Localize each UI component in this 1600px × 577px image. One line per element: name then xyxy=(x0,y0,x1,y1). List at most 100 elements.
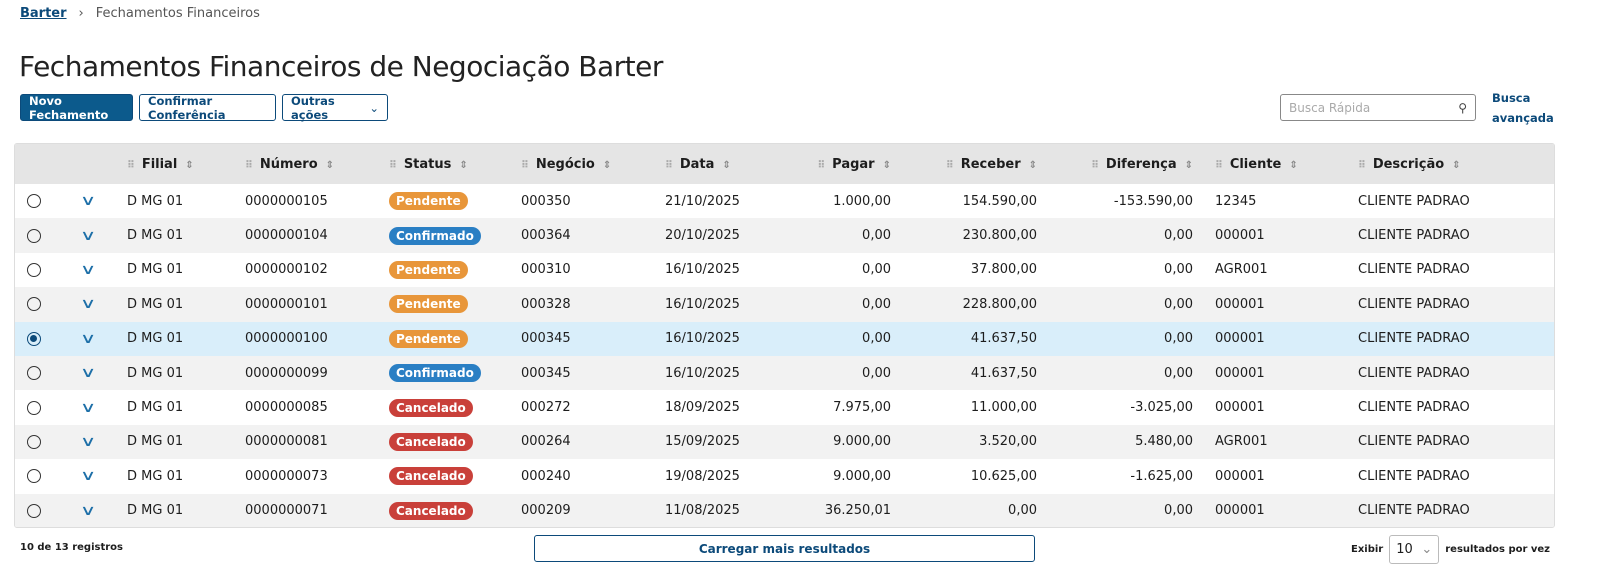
sort-icon[interactable]: ⇕ xyxy=(1452,159,1461,171)
advanced-search-link[interactable]: Busca avançada xyxy=(1492,91,1554,125)
column-header[interactable]: ⠿ Filial ⇕ xyxy=(115,144,233,184)
column-header[interactable]: ⠿ Descrição ⇕ xyxy=(1346,144,1554,184)
cell-diferença: 5.480,00 xyxy=(1047,424,1203,460)
table-row[interactable]: ∨ D MG 01 0000000071 Cancelado 000209 11/08/2… xyxy=(15,493,1554,527)
cell-número: 0000000102 xyxy=(245,262,328,278)
row-radio[interactable] xyxy=(27,366,41,381)
column-header[interactable]: ⠿ Receber ⇕ xyxy=(901,144,1047,184)
table-row[interactable]: ∨ D MG 01 0000000081 Cancelado 000264 15/09/2… xyxy=(15,424,1554,460)
chevron-down-icon[interactable]: ∨ xyxy=(79,227,97,244)
cell-diferença: 0,00 xyxy=(1047,321,1203,356)
page-size-select[interactable]: 10 ⌄ xyxy=(1389,535,1440,564)
drag-handle-icon[interactable]: ⠿ xyxy=(1091,159,1099,171)
chevron-down-icon[interactable]: ∨ xyxy=(79,261,97,278)
chevron-down-icon: ⌄ xyxy=(1421,542,1433,557)
drag-handle-icon[interactable]: ⠿ xyxy=(127,159,135,171)
column-header[interactable]: ⠿ Número ⇕ xyxy=(233,144,377,184)
row-radio[interactable] xyxy=(27,400,41,415)
cell-descrição: CLIENTE PADRAO xyxy=(1346,493,1554,527)
page-size-control: Exibir 10 ⌄ resultados por vez xyxy=(1351,535,1550,564)
row-radio[interactable] xyxy=(27,262,41,277)
drag-handle-icon[interactable]: ⠿ xyxy=(245,159,253,171)
search-placeholder: Busca Rápida xyxy=(1289,100,1371,115)
column-header[interactable]: ⠿ Diferença ⇕ xyxy=(1047,144,1203,184)
expand-cell: ∨ xyxy=(61,253,115,287)
sort-icon[interactable]: ⇕ xyxy=(1289,159,1298,171)
cell-número: 0000000073 xyxy=(245,468,328,484)
column-label: Cliente xyxy=(1229,156,1282,172)
row-radio[interactable] xyxy=(27,503,41,518)
column-header[interactable]: ⠿ Data ⇕ xyxy=(653,144,771,184)
table-row[interactable]: ∨ D MG 01 0000000085 Cancelado 000272 18/09/2… xyxy=(15,390,1554,424)
sort-icon[interactable]: ⇕ xyxy=(722,159,731,171)
quick-search-input[interactable]: Busca Rápida ⚲ xyxy=(1280,94,1476,121)
drag-handle-icon[interactable]: ⠿ xyxy=(521,159,529,171)
chevron-down-icon[interactable]: ∨ xyxy=(79,502,97,519)
cell-receber: 41.637,50 xyxy=(901,321,1047,356)
column-label: Status xyxy=(403,156,452,172)
chevron-down-icon[interactable]: ∨ xyxy=(79,296,97,313)
cell-cliente: AGR001 xyxy=(1215,262,1268,278)
breadcrumb-barter-link[interactable]: Barter xyxy=(20,6,67,21)
sort-icon[interactable]: ⇕ xyxy=(459,159,468,171)
record-count: 10 de 13 registros xyxy=(20,542,124,553)
table-row[interactable]: ∨ D MG 01 0000000099 Confirmado 000345 16/10/… xyxy=(15,355,1554,391)
chevron-down-icon[interactable]: ∨ xyxy=(79,365,97,382)
cell-cliente: 12345 xyxy=(1215,193,1257,209)
row-radio[interactable] xyxy=(27,297,41,312)
status-badge: Pendente xyxy=(389,192,468,211)
table-row[interactable]: ∨ D MG 01 0000000104 Confirmado 000364 20/10/… xyxy=(15,218,1554,253)
table-row[interactable]: ∨ D MG 01 0000000101 Pendente 000328 16/10/20… xyxy=(15,287,1554,322)
row-select-cell xyxy=(15,493,61,527)
new-closing-button[interactable]: Novo Fechamento xyxy=(20,94,133,122)
row-radio[interactable] xyxy=(27,228,41,243)
table-row[interactable]: ∨ D MG 01 0000000105 Pendente 000350 21/10/20… xyxy=(15,184,1554,218)
expand-cell: ∨ xyxy=(61,424,115,460)
row-select-cell xyxy=(15,355,61,391)
table-row[interactable]: ∨ D MG 01 0000000073 Cancelado 000240 19/08/2… xyxy=(15,459,1554,493)
other-actions-label: Outras ações xyxy=(291,93,335,122)
cell-descrição: CLIENTE PADRAO xyxy=(1358,400,1470,416)
column-header[interactable]: ⠿ Status ⇕ xyxy=(377,144,509,184)
table-row[interactable]: ∨ D MG 01 0000000102 Pendente 000310 16/10/20… xyxy=(15,253,1554,287)
row-radio[interactable] xyxy=(27,331,41,346)
chevron-down-icon[interactable]: ∨ xyxy=(79,468,97,485)
cell-data: 16/10/2025 xyxy=(653,287,771,322)
sort-icon[interactable]: ⇕ xyxy=(882,159,891,171)
drag-handle-icon[interactable]: ⠿ xyxy=(1215,159,1223,171)
load-more-button[interactable]: Carregar mais resultados xyxy=(534,535,1035,562)
sort-icon[interactable]: ⇕ xyxy=(185,159,194,171)
sort-icon[interactable]: ⇕ xyxy=(602,159,612,171)
confirm-check-button[interactable]: Confirmar Conferência xyxy=(139,94,276,122)
chevron-down-icon[interactable]: ∨ xyxy=(79,433,97,450)
cell-data: 21/10/2025 xyxy=(665,193,740,209)
sort-icon[interactable]: ⇕ xyxy=(1028,159,1037,171)
row-radio[interactable] xyxy=(27,434,41,449)
cell-negócio: 000264 xyxy=(509,424,653,460)
column-header[interactable]: ⠿ Cliente ⇕ xyxy=(1203,144,1346,184)
drag-handle-icon[interactable]: ⠿ xyxy=(817,159,825,171)
column-header[interactable]: ⠿ Negócio ⇕ xyxy=(509,144,653,184)
row-radio[interactable] xyxy=(27,194,41,209)
row-select-cell xyxy=(15,390,61,424)
cell-filial: D MG 01 xyxy=(115,424,233,460)
status-cell: Pendente xyxy=(377,184,509,218)
column-header[interactable]: ⠿ Pagar ⇕ xyxy=(771,144,901,184)
drag-handle-icon[interactable]: ⠿ xyxy=(1358,159,1366,171)
row-radio[interactable] xyxy=(27,469,41,484)
cell-descrição: CLIENTE PADRAO xyxy=(1358,262,1470,278)
drag-handle-icon[interactable]: ⠿ xyxy=(389,159,397,171)
cell-descrição: CLIENTE PADRAO xyxy=(1346,424,1554,460)
chevron-down-icon[interactable]: ∨ xyxy=(79,330,97,347)
chevron-down-icon[interactable]: ∨ xyxy=(79,193,97,210)
chevron-down-icon[interactable]: ∨ xyxy=(79,399,97,416)
sort-icon[interactable]: ⇕ xyxy=(1184,159,1193,171)
status-badge: Pendente xyxy=(389,329,468,348)
search-icon[interactable]: ⚲ xyxy=(1458,100,1467,115)
table-row[interactable]: ∨ D MG 01 0000000100 Pendente 000345 16/10/20… xyxy=(15,321,1554,356)
drag-handle-icon[interactable]: ⠿ xyxy=(945,159,954,171)
drag-handle-icon[interactable]: ⠿ xyxy=(665,159,673,171)
sort-icon[interactable]: ⇕ xyxy=(325,159,335,171)
other-actions-button[interactable]: Outras ações ⌄ xyxy=(282,93,388,122)
cell-número: 0000000071 xyxy=(233,493,377,527)
